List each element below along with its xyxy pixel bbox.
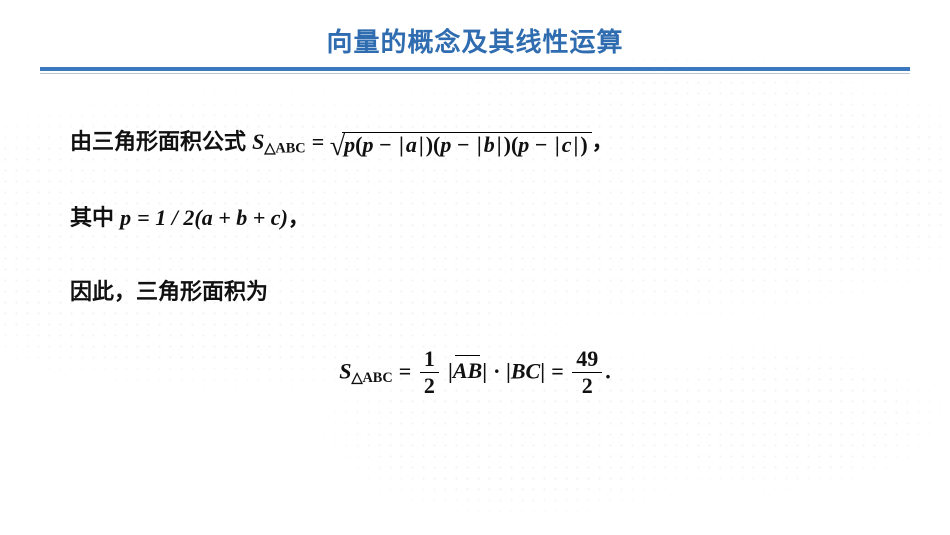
line1-prefix: 由三角形面积公式 bbox=[70, 129, 252, 154]
p-comma: ， bbox=[288, 205, 310, 230]
vec-BC: BC bbox=[511, 358, 540, 383]
p-rhs: 1 / 2(a + b + c) bbox=[155, 205, 288, 230]
line-therefore: 因此，三角形面积为 bbox=[70, 274, 880, 306]
vec-AB: AB bbox=[453, 358, 482, 384]
final-eq2: = bbox=[551, 358, 569, 383]
p-lhs: p bbox=[120, 205, 131, 230]
radicand: p(p − a)(p − b)(p − c) bbox=[342, 132, 592, 159]
final-eq1: = bbox=[399, 358, 417, 383]
frac-half: 1 2 bbox=[420, 348, 439, 397]
line-p-definition: 其中 p = 1 / 2(a + b + c)， bbox=[70, 200, 880, 232]
slide-title: 向量的概念及其线性运算 bbox=[0, 22, 950, 59]
final-period: . bbox=[605, 358, 611, 383]
p-eq: = bbox=[137, 205, 155, 230]
slide-content: 由三角形面积公式 S△ABC = √ p(p − a)(p − b)(p − c… bbox=[0, 74, 950, 397]
heron-eq: = bbox=[312, 129, 330, 154]
title-bar: 向量的概念及其线性运算 bbox=[0, 0, 950, 59]
final-sub: △ABC bbox=[351, 369, 392, 385]
frac-result: 49 2 bbox=[572, 348, 602, 397]
line-heron-formula: 由三角形面积公式 S△ABC = √ p(p − a)(p − b)(p − c… bbox=[70, 124, 880, 158]
sqrt-expression: √ p(p − a)(p − b)(p − c) bbox=[330, 132, 592, 159]
line2-prefix: 其中 bbox=[70, 205, 120, 230]
final-dot: · bbox=[493, 358, 506, 383]
final-S: S bbox=[339, 358, 351, 383]
radical-sign: √ bbox=[330, 136, 345, 158]
heron-sub: △ABC bbox=[264, 141, 305, 157]
heron-comma: ， bbox=[592, 129, 614, 154]
heron-S: S bbox=[252, 129, 264, 154]
line-final-result: S△ABC = 1 2 |AB| · |BC| = 49 2 . bbox=[70, 348, 880, 397]
